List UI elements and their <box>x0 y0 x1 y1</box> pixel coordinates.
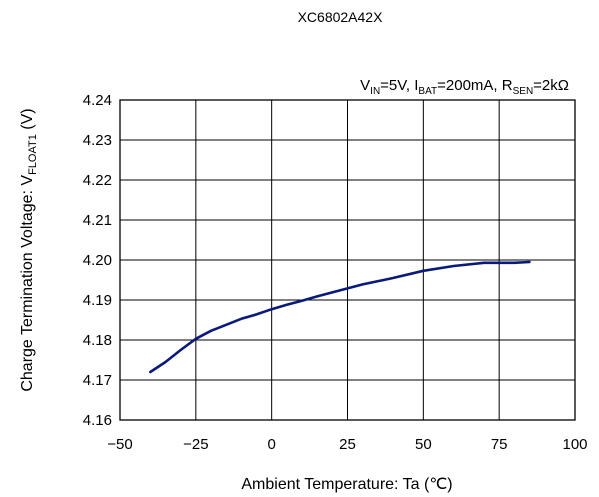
x-tick-label: 0 <box>267 436 275 453</box>
y-tick-labels: 4.16 4.17 4.18 4.19 4.20 4.21 4.22 4.23 4.24 <box>83 92 112 429</box>
x-tick-label: −25 <box>183 436 208 453</box>
vin-symbol: V <box>360 77 370 94</box>
rsen-value: =2kΩ <box>533 77 569 94</box>
series-line-0 <box>149 260 531 374</box>
test-conditions: VIN=5V, IBAT=200mA, RSEN=2kΩ <box>360 77 569 97</box>
grid <box>119 99 576 421</box>
y-axis-label-prefix: Charge Termination Voltage: V <box>19 175 36 392</box>
x-tick-label: 25 <box>339 436 356 453</box>
vin-subscript: IN <box>370 86 380 97</box>
plot-area <box>119 99 576 421</box>
x-tick-label: 100 <box>562 436 587 453</box>
ibat-subscript: BAT <box>418 86 437 97</box>
y-tick-label: 4.22 <box>83 172 112 189</box>
x-axis-label: Ambient Temperature: Ta (℃) <box>241 476 452 493</box>
ibat-value: =200mA, <box>437 77 502 94</box>
y-axis-label: Charge Termination Voltage: VFLOAT1 (V) <box>19 108 39 391</box>
y-tick-label: 4.18 <box>83 332 112 349</box>
y-tick-label: 4.24 <box>83 92 112 109</box>
y-tick-label: 4.20 <box>83 252 112 269</box>
series-group <box>149 260 531 374</box>
y-tick-label: 4.19 <box>83 292 112 309</box>
x-tick-label: 50 <box>415 436 432 453</box>
chart-title: XC6802A42X <box>298 9 384 25</box>
x-tick-labels: −50 −25 0 25 50 75 100 <box>107 436 587 453</box>
y-axis-label-subscript: FLOAT1 <box>27 134 39 175</box>
y-tick-label: 4.21 <box>83 212 112 229</box>
y-tick-label: 4.23 <box>83 132 112 149</box>
x-tick-label: 75 <box>491 436 508 453</box>
vin-value: =5V, <box>380 77 414 94</box>
y-tick-label: 4.17 <box>83 372 112 389</box>
ibat-symbol: I <box>414 77 418 94</box>
rsen-symbol: R <box>502 77 513 94</box>
y-axis-label-suffix: (V) <box>19 108 36 134</box>
x-tick-label: −50 <box>107 436 132 453</box>
rsen-subscript: SEN <box>513 86 534 97</box>
y-tick-label: 4.16 <box>83 412 112 429</box>
